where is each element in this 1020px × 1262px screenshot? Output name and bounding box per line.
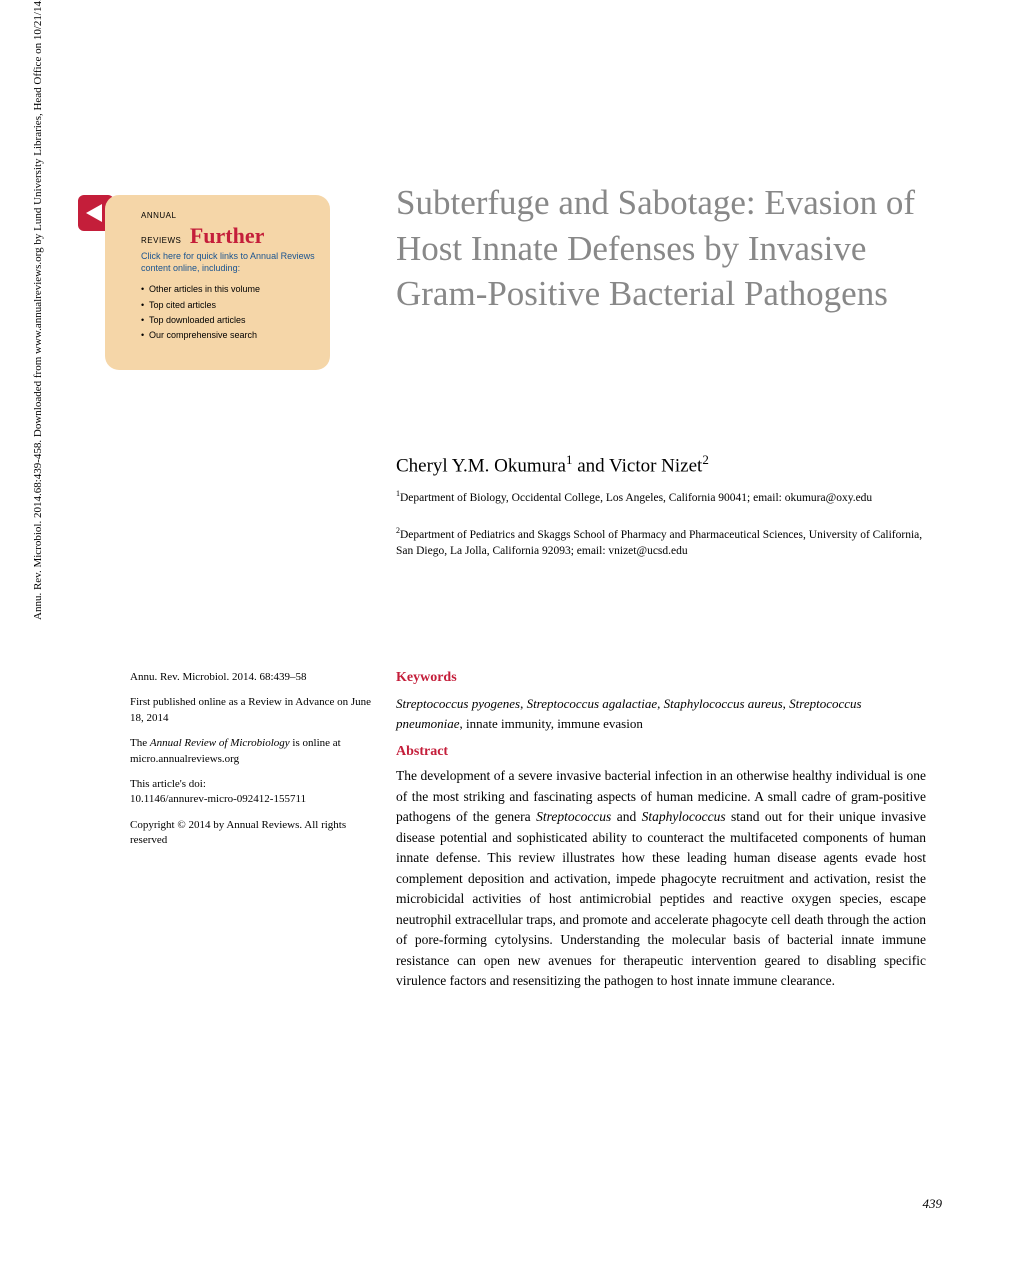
- abstract-genus-1: Streptococcus: [536, 809, 611, 824]
- journal-online: The Annual Review of Microbiology is onl…: [130, 736, 380, 767]
- publication-info: Annu. Rev. Microbiol. 2014. 68:439–58 Fi…: [130, 670, 380, 859]
- keyword-3: Staphylococcus aureus: [664, 696, 783, 711]
- further-subtitle: Click here for quick links to Annual Rev…: [141, 251, 318, 274]
- citation: Annu. Rev. Microbiol. 2014. 68:439–58: [130, 670, 380, 685]
- affiliation-2: 2Department of Pediatrics and Skaggs Sch…: [396, 525, 926, 559]
- first-published: First published online as a Review in Ad…: [130, 695, 380, 726]
- keyword-2: Streptococcus agalactiae: [527, 696, 658, 711]
- download-attribution-text: Annu. Rev. Microbiol. 2014.68:439-458. D…: [32, 0, 44, 620]
- article-title: Subterfuge and Sabotage: Evasion of Host…: [396, 180, 926, 317]
- keywords-rest: , innate immunity, immune evasion: [460, 716, 643, 731]
- keyword-1: Streptococcus pyogenes: [396, 696, 520, 711]
- author-1: Cheryl Y.M. Okumura: [396, 455, 566, 476]
- abstract-and: and: [611, 809, 641, 824]
- affiliation-1: 1Department of Biology, Occidental Colle…: [396, 488, 926, 506]
- download-attribution: Annu. Rev. Microbiol. 2014.68:439-458. D…: [32, 0, 44, 620]
- journal-name: Annual Review of Microbiology: [150, 737, 290, 749]
- doi-block: This article's doi: 10.1146/annurev-micr…: [130, 777, 380, 808]
- keywords-header: Keywords: [396, 670, 457, 686]
- doi-label: This article's doi:: [130, 778, 206, 790]
- abstract-post: stand out for their unique invasive dise…: [396, 809, 926, 988]
- aff1-text: Department of Biology, Occidental Colleg…: [400, 492, 872, 504]
- author-2-sup: 2: [702, 452, 709, 467]
- doi-value: 10.1146/annurev-micro-092412-155711: [130, 793, 306, 805]
- further-navigation-box: ANNUAL REVIEWS Further Click here for qu…: [105, 195, 330, 370]
- keywords-text: Streptococcus pyogenes, Streptococcus ag…: [396, 694, 926, 733]
- further-item-search[interactable]: Our comprehensive search: [141, 328, 318, 343]
- further-title: Further: [190, 223, 265, 248]
- abstract-genus-2: Staphylococcus: [642, 809, 726, 824]
- authors-and: and: [572, 455, 609, 476]
- further-item-other[interactable]: Other articles in this volume: [141, 282, 318, 297]
- author-2: Victor Nizet: [609, 455, 702, 476]
- journal-pre: The: [130, 737, 150, 749]
- click-here-link[interactable]: Click here: [141, 251, 181, 261]
- reviews-label: REVIEWS: [141, 236, 181, 245]
- abstract-header: Abstract: [396, 744, 448, 760]
- authors: Cheryl Y.M. Okumura1 and Victor Nizet2: [396, 452, 709, 477]
- abstract-text: The development of a severe invasive bac…: [396, 766, 926, 992]
- annual-label: ANNUAL: [141, 211, 176, 220]
- further-item-downloaded[interactable]: Top downloaded articles: [141, 313, 318, 328]
- further-list: Other articles in this volume Top cited …: [141, 282, 318, 343]
- page-number: 439: [923, 1196, 943, 1212]
- further-item-cited[interactable]: Top cited articles: [141, 298, 318, 313]
- copyright: Copyright © 2014 by Annual Reviews. All …: [130, 818, 380, 849]
- aff2-text: Department of Pediatrics and Skaggs Scho…: [396, 529, 922, 557]
